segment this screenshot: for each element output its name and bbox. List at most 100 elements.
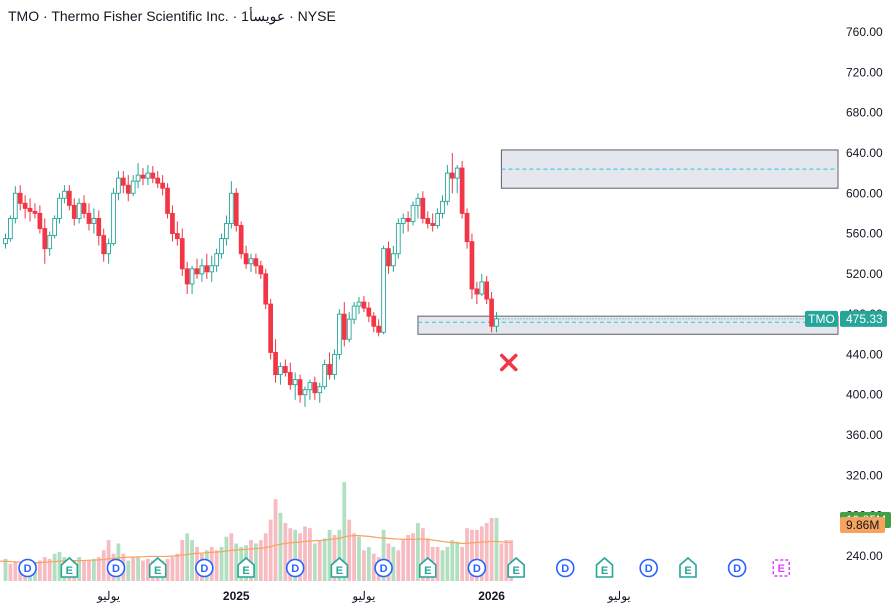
- candle: [425, 211, 431, 229]
- candle-body: [454, 167, 460, 179]
- earnings-icon[interactable]: E: [237, 556, 255, 578]
- x-marker-icon: [500, 353, 518, 372]
- candle: [81, 195, 87, 219]
- candle: [130, 175, 136, 197]
- dividend-icon[interactable]: D: [285, 558, 305, 578]
- volume-bar: [352, 533, 357, 581]
- future-earnings-letter: E: [778, 563, 785, 575]
- candle: [17, 185, 23, 211]
- candle-body: [52, 217, 57, 237]
- candle-body: [263, 273, 269, 305]
- candle-body: [464, 212, 470, 243]
- volume-bar: [52, 553, 57, 581]
- volume-bar: [337, 529, 342, 581]
- earnings-icon[interactable]: E: [148, 556, 167, 578]
- candle: [268, 299, 273, 360]
- volume-bar: [136, 557, 140, 581]
- candle: [3, 233, 8, 249]
- candle: [76, 198, 82, 224]
- dividend-icon[interactable]: D: [195, 558, 214, 578]
- candles-layer: [3, 152, 499, 407]
- volume-bar: [278, 512, 283, 581]
- candle: [302, 386, 308, 407]
- dividend-icon[interactable]: D: [374, 558, 393, 578]
- future-earnings-icon[interactable]: E: [772, 559, 791, 577]
- candle-body: [130, 180, 136, 194]
- candle: [391, 245, 396, 272]
- dividend-icon[interactable]: D: [639, 558, 659, 578]
- earnings-icon[interactable]: E: [679, 556, 697, 578]
- candle: [184, 261, 190, 294]
- volume-bar: [440, 550, 445, 581]
- candle: [62, 185, 67, 204]
- candle: [66, 185, 72, 211]
- earnings-letter: E: [684, 565, 691, 577]
- dividend-letter: D: [200, 563, 208, 575]
- candle-body: [415, 197, 421, 206]
- earnings-icon[interactable]: E: [418, 556, 437, 578]
- dividend-icon[interactable]: D: [727, 558, 747, 578]
- candle: [273, 339, 278, 383]
- volume-bar: [445, 546, 450, 581]
- candle: [120, 171, 126, 194]
- dividend-icon[interactable]: D: [106, 558, 126, 578]
- time-tick-label: يوليو: [351, 589, 375, 603]
- candle-body: [91, 217, 97, 224]
- dividend-icon[interactable]: D: [467, 558, 487, 578]
- volume-bar: [57, 552, 62, 581]
- candle: [430, 213, 436, 232]
- volume-badge-bg: [840, 517, 885, 533]
- earnings-icon[interactable]: E: [60, 556, 79, 578]
- candle: [229, 181, 234, 229]
- candle: [116, 171, 121, 201]
- volume-bar: [357, 536, 361, 581]
- candle-body: [405, 217, 411, 222]
- candle: [155, 171, 161, 189]
- candle-body: [445, 172, 450, 202]
- volume-bar: [474, 529, 479, 581]
- candle: [209, 255, 215, 282]
- candle-body: [278, 366, 283, 376]
- candle: [435, 208, 440, 229]
- earnings-shape: [679, 556, 697, 578]
- earnings-icon[interactable]: E: [507, 556, 525, 578]
- candle-body: [194, 268, 200, 275]
- dividend-icon[interactable]: D: [18, 558, 37, 578]
- dividend-circle: [727, 558, 747, 578]
- candle-body: [27, 207, 33, 212]
- earnings-letter: E: [336, 565, 343, 577]
- dividend-letter: D: [473, 563, 481, 575]
- volume-bar: [145, 558, 150, 581]
- candle: [376, 319, 382, 337]
- dividend-icon[interactable]: D: [555, 558, 575, 578]
- volume-badge: 9.86M: [840, 517, 885, 533]
- symbol-label: TMO: [8, 8, 40, 24]
- earnings-letter: E: [66, 565, 73, 577]
- candle: [449, 152, 455, 194]
- candle-body: [179, 238, 185, 270]
- candle: [27, 198, 33, 222]
- earnings-icon[interactable]: E: [595, 556, 614, 578]
- candle: [214, 248, 219, 272]
- candle: [111, 188, 116, 246]
- volume-bar: [327, 529, 332, 581]
- candle: [341, 302, 347, 347]
- candle: [415, 193, 421, 219]
- candle: [479, 273, 485, 297]
- candle: [258, 260, 264, 279]
- price-tick-label: 320.00: [846, 468, 883, 482]
- candle-body: [32, 210, 38, 214]
- candle-body: [106, 243, 111, 255]
- volume-bar: [366, 546, 371, 581]
- earnings-icon[interactable]: E: [330, 556, 349, 578]
- volume-ma-layer: [0, 535, 512, 564]
- candle-body: [155, 177, 161, 184]
- candle: [194, 258, 200, 279]
- volume-bar: [396, 550, 401, 581]
- volume-bar: [308, 528, 312, 581]
- dividend-letter: D: [291, 563, 299, 575]
- volume-bar: [185, 533, 190, 581]
- dividend-circle: [18, 558, 37, 578]
